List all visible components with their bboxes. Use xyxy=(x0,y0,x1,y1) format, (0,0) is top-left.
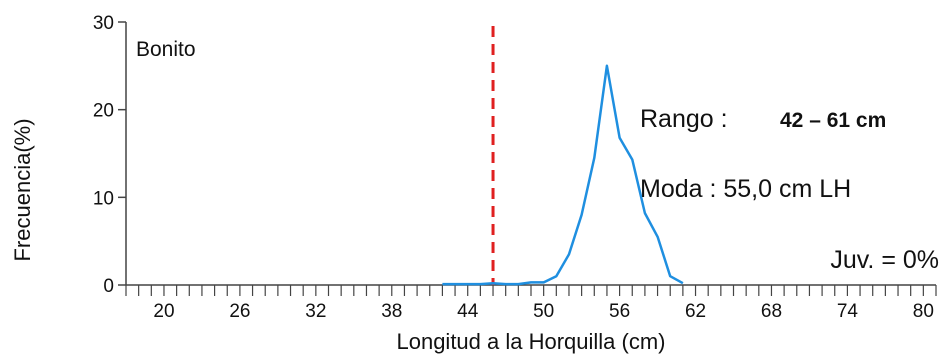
rango-label: Rango : xyxy=(640,105,728,133)
x-tick-label: 38 xyxy=(381,301,402,322)
x-tick-label: 32 xyxy=(305,301,326,322)
x-tick-label: 56 xyxy=(609,301,630,322)
x-tick-label: 68 xyxy=(761,301,782,322)
y-tick-label: 0 xyxy=(103,276,114,297)
y-axis-label: Frecuencia(%) xyxy=(10,118,35,261)
x-tick-label: 20 xyxy=(153,301,174,322)
y-tick-label: 20 xyxy=(93,101,114,122)
x-tick-label: 44 xyxy=(457,301,479,322)
moda-label: Moda : 55,0 cm LH xyxy=(640,175,851,203)
x-axis-label: Longitud a la Horquilla (cm) xyxy=(396,329,665,354)
x-axis-ticks: 20 26 32 38 44 50 56 62 68 74 80 xyxy=(125,285,937,322)
frequency-series-line xyxy=(442,64,684,286)
x-tick-label: 50 xyxy=(533,301,554,322)
x-tick-label: 62 xyxy=(685,301,706,322)
juvenile-label: Juv. = 0% xyxy=(830,246,939,274)
species-label: Bonito xyxy=(136,38,196,61)
x-tick-label: 74 xyxy=(837,301,859,322)
y-axis-ticks: 0 10 20 30 xyxy=(93,13,126,297)
y-tick-label: 30 xyxy=(93,13,114,34)
y-tick-label: 10 xyxy=(93,188,114,209)
x-tick-label: 80 xyxy=(913,301,934,322)
x-tick-label: 26 xyxy=(229,301,250,322)
rango-value: 42 – 61 cm xyxy=(780,109,886,132)
